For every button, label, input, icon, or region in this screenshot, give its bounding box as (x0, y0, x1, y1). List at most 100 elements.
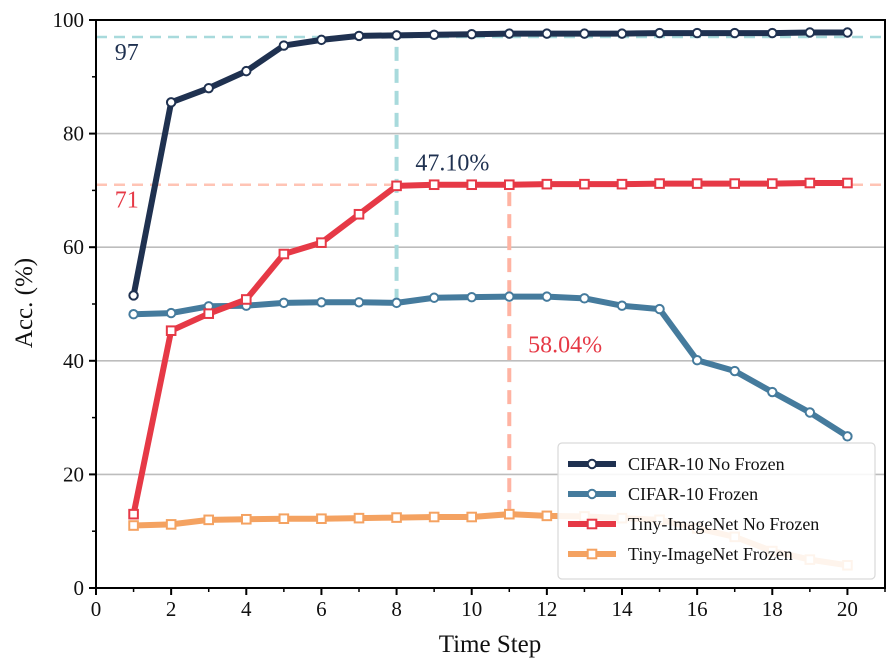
legend-marker-0 (586, 458, 598, 470)
point-s0-19 (804, 27, 816, 38)
y-tick-label-0: 0 (74, 576, 85, 600)
reference-label-71: 71 (115, 188, 139, 214)
point-s1-1 (128, 309, 139, 320)
legend-box (557, 442, 876, 580)
x-tick-label-2: 2 (166, 597, 177, 621)
point-s0-12 (541, 28, 553, 39)
point-s3-9 (428, 511, 440, 523)
x-tick-label-16: 16 (687, 597, 708, 621)
point-s0-14 (616, 28, 628, 39)
point-s3-2 (165, 519, 177, 530)
legend-marker-3 (586, 548, 598, 560)
point-s0-7 (353, 30, 365, 42)
point-s3-8 (391, 512, 402, 523)
x-tick-label-18: 18 (762, 597, 783, 621)
point-s0-15 (654, 27, 665, 39)
point-s3-3 (203, 514, 215, 526)
point-s2-5 (278, 248, 290, 260)
x-tick-label-14: 14 (612, 597, 634, 621)
point-s2-20 (842, 177, 853, 189)
series-markers (128, 27, 853, 571)
point-s3-4 (240, 513, 252, 525)
point-s0-20 (842, 27, 853, 38)
point-s0-18 (767, 27, 778, 39)
legend-label-3: Tiny-ImageNet Frozen (628, 544, 793, 564)
point-s1-5 (278, 297, 290, 309)
point-s1-20 (842, 431, 853, 442)
point-s2-1 (128, 508, 139, 520)
point-s3-6 (316, 513, 327, 525)
point-s2-6 (316, 237, 327, 248)
point-s0-9 (428, 29, 440, 40)
point-s2-19 (804, 177, 816, 189)
point-s0-13 (579, 28, 590, 39)
point-s2-4 (240, 294, 252, 305)
point-s3-1 (128, 520, 139, 531)
x-tick-label-4: 4 (241, 597, 252, 621)
point-s3-10 (466, 511, 478, 523)
y-tick-label-60: 60 (63, 235, 84, 259)
legend-marker-2 (586, 518, 598, 530)
series-line-0 (130, 29, 851, 299)
point-s1-9 (428, 292, 440, 303)
point-s1-8 (391, 297, 402, 309)
legend-label-1: CIFAR-10 Frozen (628, 484, 758, 504)
point-s0-5 (278, 40, 290, 51)
point-s2-16 (691, 178, 703, 189)
point-s1-6 (316, 297, 327, 308)
point-s1-11 (504, 291, 515, 302)
reference-label-97: 97 (115, 40, 139, 66)
point-s3-11 (503, 508, 515, 520)
point-s0-3 (203, 82, 214, 94)
axes: 0 2 4 6 8 10 12 14 16 18 20 0 20 40 60 80 100 (53, 8, 886, 621)
y-tick-label-100: 100 (53, 8, 85, 32)
point-s2-11 (503, 179, 515, 191)
x-axis-title: Time Step (439, 631, 542, 658)
point-s2-9 (428, 179, 440, 191)
point-s1-13 (579, 293, 590, 304)
point-s0-2 (165, 97, 177, 108)
point-s0-4 (241, 65, 252, 77)
point-s3-7 (353, 512, 365, 524)
y-tick-label-40: 40 (63, 349, 84, 373)
point-s1-17 (729, 365, 740, 377)
point-s0-1 (128, 290, 139, 301)
y-tick-label-80: 80 (63, 122, 84, 146)
point-s2-18 (766, 178, 778, 189)
point-s1-12 (541, 291, 553, 302)
point-s1-16 (691, 355, 703, 366)
point-s1-15 (654, 303, 665, 315)
point-s2-2 (165, 325, 177, 336)
point-s2-12 (541, 178, 553, 190)
annotation-1: 58.04% (528, 332, 602, 358)
legend-marker-1 (586, 488, 598, 500)
series-line-2 (130, 180, 851, 518)
legend-label-0: CIFAR-10 No Frozen (628, 454, 785, 474)
x-tick-label-20: 20 (837, 597, 858, 621)
point-s2-15 (654, 178, 665, 189)
point-s0-8 (391, 30, 402, 41)
point-s0-6 (316, 34, 327, 46)
point-s1-7 (353, 297, 365, 308)
point-s0-10 (466, 29, 477, 40)
legend: CIFAR-10 No Frozen CIFAR-10 Frozen Tiny-Im… (557, 442, 876, 580)
point-s0-17 (729, 27, 740, 39)
point-s2-8 (391, 180, 402, 192)
point-s3-12 (541, 510, 553, 522)
point-s1-10 (466, 291, 477, 303)
y-axis-title: Acc. (%) (11, 258, 38, 348)
point-s1-19 (804, 407, 816, 418)
point-s2-10 (466, 179, 478, 191)
point-s1-2 (165, 307, 177, 319)
x-tick-label-6: 6 (316, 597, 327, 621)
annotation-0: 47.10% (415, 151, 489, 177)
x-tick-label-10: 10 (461, 597, 482, 621)
point-s2-7 (353, 208, 365, 220)
point-s2-17 (729, 178, 741, 189)
point-s1-14 (616, 300, 628, 311)
legend-label-2: Tiny-ImageNet No Frozen (628, 514, 819, 534)
reference-lines: 97 71 (96, 35, 885, 515)
y-tick-label-20: 20 (63, 462, 84, 486)
x-tick-label-8: 8 (391, 597, 402, 621)
